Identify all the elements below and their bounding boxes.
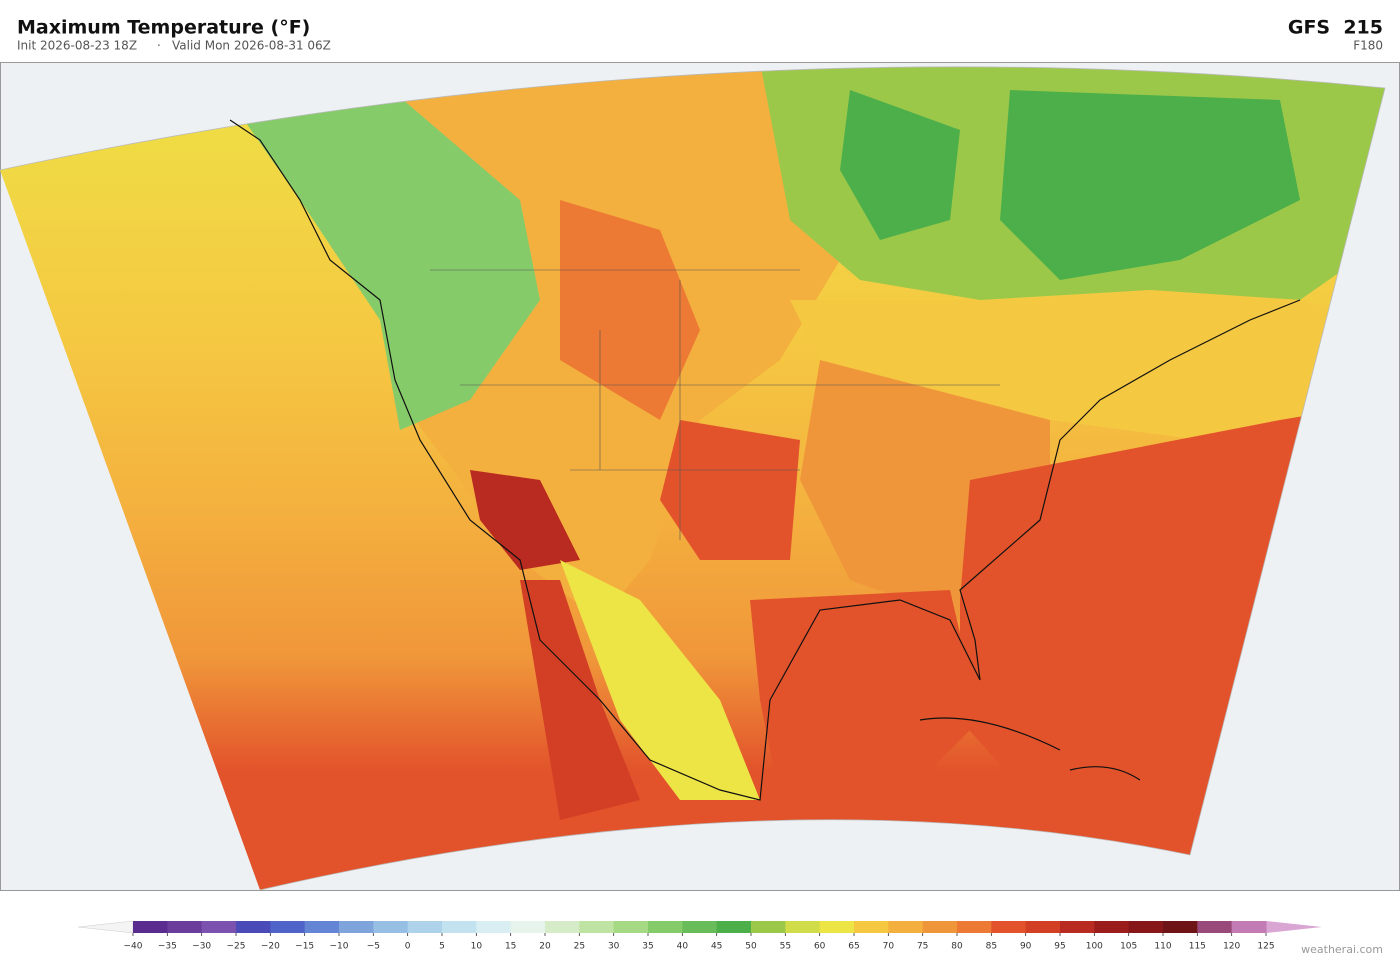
- colorbar-bin: [922, 921, 958, 933]
- colorbar-bin: [613, 921, 649, 933]
- colorbar-bin: [682, 921, 718, 933]
- colorbar-tick-label: 60: [814, 942, 826, 952]
- colorbar-bin: [545, 921, 580, 933]
- colorbar-tick-label: 15: [505, 942, 516, 952]
- map-title: Maximum Temperature (°F): [17, 17, 310, 39]
- colorbar-tick-label: −35: [158, 942, 177, 952]
- colorbar-bin: [1231, 921, 1267, 933]
- colorbar-tick-label: 105: [1120, 942, 1137, 952]
- colorbar-tick-label: −40: [124, 942, 143, 952]
- colorbar-tick-label: 70: [883, 942, 895, 952]
- colorbar-tick-label: −15: [295, 942, 314, 952]
- valid-time: Valid Mon 2026-08-31 06Z: [172, 39, 331, 53]
- model-name: GFS 215: [1288, 17, 1383, 39]
- colorbar-tick-label: 125: [1257, 942, 1274, 952]
- colorbar-tick-label: 20: [539, 942, 551, 952]
- colorbar-bin: [236, 921, 271, 933]
- map: [0, 62, 1400, 891]
- colorbar-bin: [510, 921, 546, 933]
- colorbar-bin: [819, 921, 855, 933]
- colorbar-bin: [1128, 921, 1164, 933]
- colorbar-bin: [133, 921, 168, 933]
- colorbar-tick-label: 75: [917, 942, 928, 952]
- init-time: Init 2026-08-23 18Z: [17, 39, 137, 53]
- colorbar-bin: [167, 921, 203, 933]
- colorbar-tick-label: 90: [1020, 942, 1032, 952]
- colorbar-tick-label: 115: [1189, 942, 1206, 952]
- colorbar-tick-label: 35: [642, 942, 653, 952]
- colorbar-tick-label: 50: [745, 942, 757, 952]
- colorbar-bin: [1025, 921, 1061, 933]
- colorbar-bin: [579, 921, 615, 933]
- colorbar-tick-label: 25: [574, 942, 585, 952]
- colorbar-tick-label: 65: [848, 942, 859, 952]
- colorbar-bin: [476, 921, 512, 933]
- colorbar-bin: [201, 921, 237, 933]
- colorbar-tick-label: 30: [608, 942, 620, 952]
- colorbar-tick-label: 95: [1054, 942, 1065, 952]
- colorbar-bin: [407, 921, 443, 933]
- colorbar-bin: [854, 921, 889, 933]
- colorbar-tick-label: −30: [192, 942, 211, 952]
- colorbar-tick-label: −5: [367, 942, 380, 952]
- colorbar-tick-label: 5: [439, 942, 445, 952]
- colorbar-tick-label: 10: [471, 942, 483, 952]
- colorbar-bin: [785, 921, 821, 933]
- colorbar-tick-label: 85: [986, 942, 997, 952]
- colorbar-bin: [648, 921, 683, 933]
- colorbar-under: [77, 920, 134, 934]
- colorbar-bin: [339, 921, 374, 933]
- colorbar-bin: [1060, 921, 1095, 933]
- colorbar-bin: [957, 921, 992, 933]
- colorbar-tick-label: 120: [1223, 942, 1240, 952]
- colorbar-tick-label: 110: [1154, 942, 1171, 952]
- colorbar-tick-label: 55: [780, 942, 791, 952]
- colorbar-tick-label: 80: [951, 942, 963, 952]
- colorbar-tick-label: 40: [677, 942, 689, 952]
- forecast-hour: F180: [1353, 39, 1383, 53]
- watermark: weatherai.com: [1301, 943, 1383, 956]
- colorbar-bin: [1163, 921, 1198, 933]
- colorbar-bin: [373, 921, 409, 933]
- colorbar-bin: [270, 921, 306, 933]
- colorbar-bin: [716, 921, 752, 933]
- temperature-field: [0, 66, 1385, 890]
- colorbar: −40 −35 −30 −25 −20 −15 −10 −5 0 5 10 15 20 25 30 35 40 4…: [77, 920, 1322, 952]
- colorbar-tick-label: −25: [227, 942, 246, 952]
- colorbar-bin: [1094, 921, 1130, 933]
- colorbar-tick-label: 45: [711, 942, 722, 952]
- colorbar-bin: [888, 921, 924, 933]
- colorbar-bin: [304, 921, 340, 933]
- colorbar-tick-label: −20: [261, 942, 280, 952]
- colorbar-bin: [991, 921, 1027, 933]
- colorbar-tick-label: −10: [330, 942, 349, 952]
- colorbar-bin: [442, 921, 477, 933]
- colorbar-over: [1266, 921, 1322, 933]
- colorbar-tick-label: 100: [1086, 942, 1103, 952]
- colorbar-bin: [751, 921, 786, 933]
- colorbar-tick-label: 0: [405, 942, 411, 952]
- separator: ·: [157, 39, 161, 53]
- colorbar-bin: [1197, 921, 1233, 933]
